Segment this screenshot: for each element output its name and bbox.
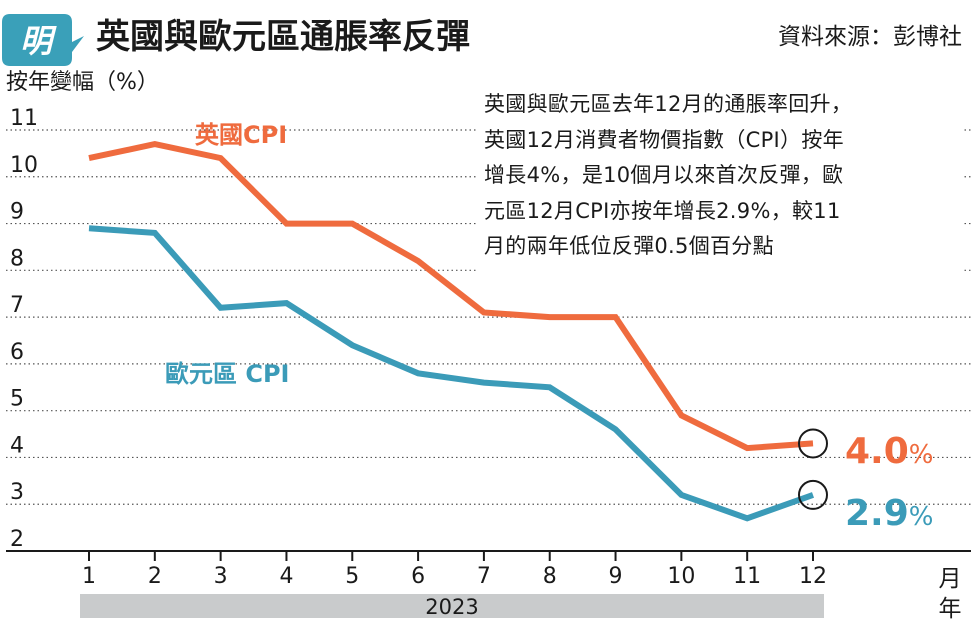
x-tick-label: 12 (799, 564, 827, 589)
annotation-box: 英國與歐元區去年12月的通脹率回升， 英國12月消費者物價指數（CPI）按年 增… (478, 87, 964, 271)
source-note: 資料來源：彭博社 (778, 24, 962, 50)
year-label: 2023 (425, 595, 478, 619)
uk-series-label: 英國CPI (195, 121, 287, 149)
series-line-uk (88, 141, 814, 452)
end-markers (798, 428, 828, 510)
y-tick-label: 4 (10, 433, 24, 458)
x-unit-month: 月 (939, 566, 962, 592)
x-tick-marks (88, 551, 814, 561)
series-line-euro (88, 225, 815, 522)
y-tick-label: 11 (10, 106, 38, 131)
x-tick-label: 4 (279, 564, 293, 589)
euro-series-label: 歐元區 CPI (165, 360, 290, 388)
logo-char: 明 (20, 22, 57, 60)
uk-end-value: 4.0% (845, 431, 934, 472)
x-tick-label: 7 (477, 564, 491, 589)
year-band (80, 594, 824, 618)
annotation-line: 月的兩年低位反彈0.5個百分點 (484, 234, 774, 258)
header: 明 英國與歐元區通脹率反彈 資料來源：彭博社 (2, 14, 962, 66)
x-tick-label: 11 (733, 564, 761, 589)
end-marker-circle (798, 479, 828, 510)
annotation-line: 元區12月CPI亦按年增長2.9%，較11 (484, 198, 841, 223)
x-tick-label: 6 (411, 564, 425, 589)
x-tick-label: 5 (345, 564, 359, 589)
series-group (88, 141, 815, 522)
x-tick-label: 1 (82, 564, 96, 589)
chart-title: 英國與歐元區通脹率反彈 (96, 17, 470, 57)
y-tick-label: 2 (10, 527, 24, 552)
euro-end-value-unit: % (909, 502, 934, 532)
x-tick-label: 9 (609, 564, 623, 589)
y-tick-label: 10 (10, 153, 38, 178)
x-unit-year: 年 (939, 596, 962, 622)
x-tick-label: 2 (148, 564, 162, 589)
annotation-line: 英國12月消費者物價指數（CPI）按年 (484, 127, 844, 152)
annotation-line: 增長4%，是10個月以來首次反彈，歐 (484, 163, 844, 187)
x-tick-label: 10 (667, 564, 695, 589)
uk-end-value-unit: % (909, 440, 934, 470)
y-tick-label: 6 (10, 340, 24, 365)
euro-end-value-number: 2.9 (845, 493, 909, 534)
y-tick-labels: 2 3 4 5 6 7 8 9 10 11 (10, 106, 38, 552)
y-tick-label: 3 (10, 480, 24, 505)
y-tick-label: 5 (10, 387, 24, 412)
y-axis-label: 按年變幅（%） (6, 70, 159, 95)
logo-badge (2, 14, 84, 66)
x-tick-label: 8 (543, 564, 557, 589)
y-tick-label: 8 (10, 246, 24, 271)
annotation-line: 英國與歐元區去年12月的通脹率回升， (484, 92, 853, 116)
end-marker-circle (798, 428, 828, 459)
uk-end-value-number: 4.0 (845, 431, 909, 472)
x-tick-label: 3 (214, 564, 228, 589)
euro-end-value: 2.9% (845, 493, 934, 534)
y-tick-label: 7 (10, 293, 24, 318)
y-tick-label: 9 (10, 200, 24, 225)
x-tick-labels: 1 2 3 4 5 6 7 8 9 10 11 12 (82, 564, 827, 589)
